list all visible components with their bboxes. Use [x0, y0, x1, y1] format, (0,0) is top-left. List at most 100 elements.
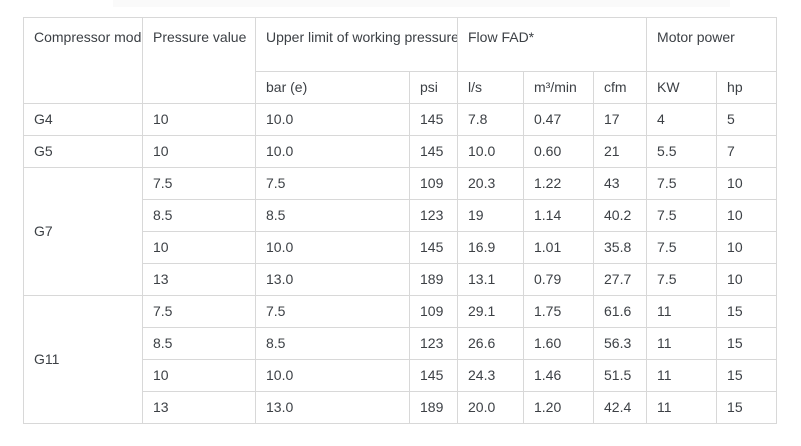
unit-bar: bar (e) — [255, 71, 410, 104]
cell-cfm: 17 — [592, 103, 648, 136]
cell-model: G11 — [23, 295, 143, 424]
unit-cfm: cfm — [592, 71, 648, 104]
cell-ls: 13.1 — [457, 263, 524, 296]
cell-hp: 10 — [716, 231, 778, 264]
table-row: 8.5 8.5 123 26.6 1.60 56.3 11 15 — [24, 327, 778, 360]
cell-m3min: 1.22 — [523, 167, 594, 200]
cell-hp: 10 — [716, 263, 778, 296]
cell-pressure: 10 — [142, 359, 256, 392]
cell-pressure: 7.5 — [142, 167, 256, 200]
header-compressor-model: Compressor model — [23, 17, 143, 104]
cell-model: G7 — [23, 167, 143, 296]
cell-bar: 7.5 — [255, 167, 410, 200]
cell-bar: 8.5 — [255, 327, 410, 360]
cell-bar: 10.0 — [255, 359, 410, 392]
unit-hp: hp — [716, 71, 778, 104]
cell-bar: 13.0 — [255, 391, 410, 424]
cell-m3min: 1.14 — [523, 199, 594, 232]
header-motor-power: Motor power — [646, 17, 778, 72]
cell-ls: 24.3 — [457, 359, 524, 392]
cell-m3min: 1.01 — [523, 231, 594, 264]
cell-cfm: 42.4 — [592, 391, 648, 424]
cell-kw: 7.5 — [646, 263, 718, 296]
cell-hp: 15 — [716, 295, 778, 328]
cell-hp: 10 — [716, 167, 778, 200]
cell-kw: 7.5 — [646, 199, 718, 232]
cell-kw: 11 — [646, 327, 718, 360]
cell-m3min: 0.79 — [523, 263, 594, 296]
compressor-spec-table: Compressor model Pressure value Upper li… — [23, 17, 778, 424]
cell-pressure: 8.5 — [142, 327, 256, 360]
cell-ls: 10.0 — [457, 135, 524, 168]
cell-psi: 123 — [409, 327, 458, 360]
cell-psi: 145 — [409, 231, 458, 264]
cell-m3min: 1.46 — [523, 359, 594, 392]
cell-psi: 145 — [409, 103, 458, 136]
cell-psi: 189 — [409, 263, 458, 296]
top-strip-decoration — [113, 0, 730, 7]
table-row: G5 10 10.0 145 10.0 0.60 21 5.5 7 — [23, 135, 778, 168]
unit-ls: l/s — [457, 71, 524, 104]
cell-m3min: 1.60 — [523, 327, 594, 360]
cell-pressure: 13 — [142, 263, 256, 296]
cell-kw: 11 — [646, 391, 718, 424]
cell-cfm: 43 — [592, 167, 648, 200]
cell-psi: 145 — [409, 135, 458, 168]
cell-kw: 11 — [646, 295, 718, 328]
cell-kw: 5.5 — [646, 135, 718, 168]
cell-bar: 10.0 — [255, 135, 410, 168]
cell-psi: 109 — [409, 167, 458, 200]
cell-cfm: 61.6 — [592, 295, 648, 328]
cell-pressure: 10 — [142, 231, 256, 264]
header-pressure-value: Pressure value — [142, 17, 256, 104]
cell-ls: 20.3 — [457, 167, 524, 200]
cell-pressure: 10 — [142, 135, 256, 168]
cell-ls: 26.6 — [457, 327, 524, 360]
cell-m3min: 1.75 — [523, 295, 594, 328]
cell-m3min: 1.20 — [523, 391, 594, 424]
cell-bar: 13.0 — [255, 263, 410, 296]
header-flow-fad: Flow FAD* — [456, 17, 648, 72]
cell-hp: 5 — [716, 103, 778, 136]
cell-psi: 145 — [409, 359, 458, 392]
cell-m3min: 0.60 — [523, 135, 594, 168]
cell-pressure: 13 — [142, 391, 256, 424]
cell-pressure: 7.5 — [142, 295, 256, 328]
cell-psi: 123 — [409, 199, 458, 232]
cell-psi: 189 — [409, 391, 458, 424]
cell-kw: 4 — [646, 103, 718, 136]
table-row: G7 7.5 7.5 109 20.3 1.22 43 7.5 10 — [23, 167, 778, 296]
table-row: 13 13.0 189 20.0 1.20 42.4 11 15 — [24, 391, 778, 424]
cell-cfm: 21 — [592, 135, 648, 168]
cell-ls: 16.9 — [457, 231, 524, 264]
cell-kw: 7.5 — [646, 231, 718, 264]
cell-cfm: 56.3 — [592, 327, 648, 360]
cell-ls: 20.0 — [457, 391, 524, 424]
table-row: 10 10.0 145 24.3 1.46 51.5 11 15 — [24, 359, 778, 392]
cell-ls: 19 — [457, 199, 524, 232]
cell-cfm: 51.5 — [592, 359, 648, 392]
table-row: 13 13.0 189 13.1 0.79 27.7 7.5 10 — [24, 263, 778, 296]
cell-model: G5 — [23, 135, 143, 168]
cell-ls: 7.8 — [457, 103, 524, 136]
cell-hp: 10 — [716, 199, 778, 232]
table-header-row: Compressor model Pressure value Upper li… — [23, 17, 778, 104]
table-units-row: bar (e) psi l/s m³/min cfm KW hp — [24, 71, 778, 104]
header-upper-limit-working-pressure: Upper limit of working pressure — [255, 17, 458, 72]
cell-hp: 15 — [716, 327, 778, 360]
cell-bar: 8.5 — [255, 199, 410, 232]
cell-ls: 29.1 — [457, 295, 524, 328]
cell-pressure: 8.5 — [142, 199, 256, 232]
table-row: G4 10 10.0 145 7.8 0.47 17 4 5 — [23, 103, 778, 136]
table-row: 8.5 8.5 123 19 1.14 40.2 7.5 10 — [24, 199, 778, 232]
unit-m3min: m³/min — [523, 71, 594, 104]
cell-bar: 10.0 — [255, 103, 410, 136]
cell-bar: 7.5 — [255, 295, 410, 328]
unit-kw: KW — [646, 71, 718, 104]
table-row: 10 10.0 145 16.9 1.01 35.8 7.5 10 — [24, 231, 778, 264]
cell-hp: 15 — [716, 359, 778, 392]
cell-bar: 10.0 — [255, 231, 410, 264]
cell-m3min: 0.47 — [523, 103, 594, 136]
cell-kw: 7.5 — [646, 167, 718, 200]
cell-cfm: 40.2 — [592, 199, 648, 232]
